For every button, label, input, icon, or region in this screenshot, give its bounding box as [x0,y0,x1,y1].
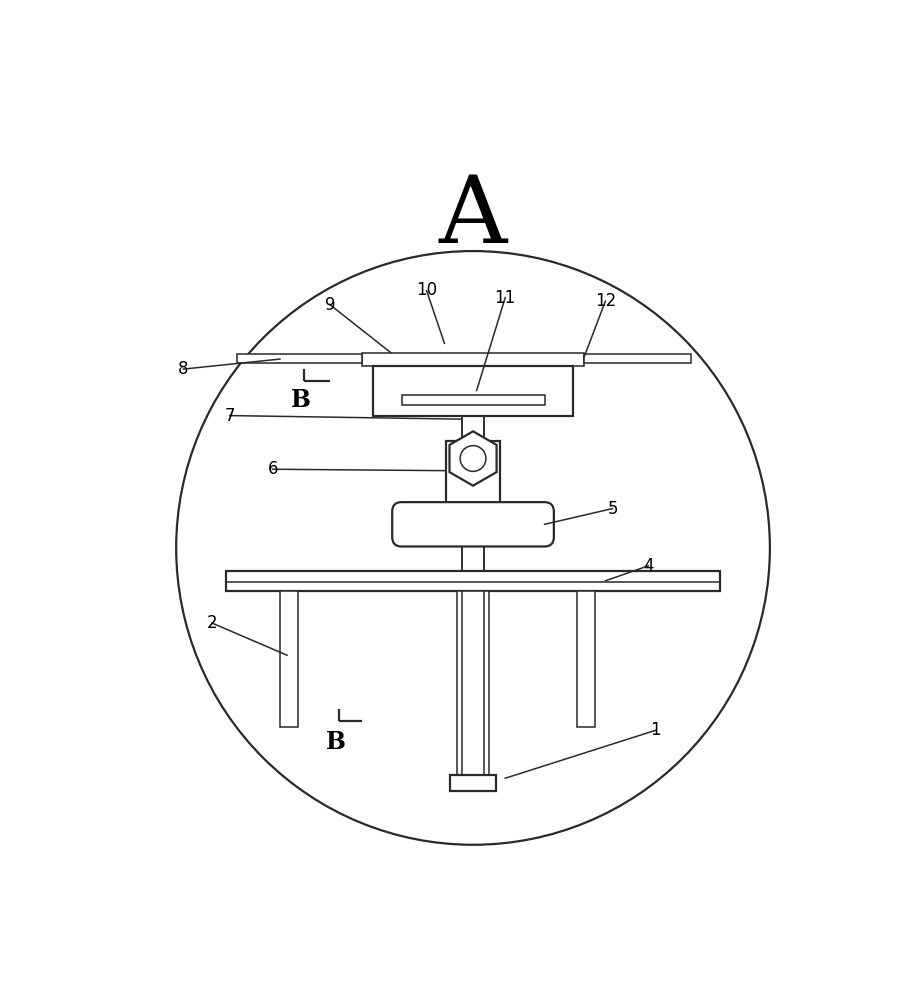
Bar [237,354,362,363]
Bar [446,441,500,519]
Text: 12: 12 [594,292,616,310]
Text: 10: 10 [416,281,438,299]
Text: B: B [327,730,346,754]
Polygon shape [450,431,497,486]
FancyBboxPatch shape [392,502,554,546]
Bar [450,775,496,791]
Text: 2: 2 [207,614,217,632]
Text: 7: 7 [224,407,235,425]
Text: 1: 1 [650,721,661,739]
Text: 5: 5 [607,500,617,518]
Text: A: A [438,172,508,262]
Text: 9: 9 [325,296,335,314]
Bar [373,366,573,416]
Text: 11: 11 [495,289,516,307]
Bar [457,591,489,777]
Text: 6: 6 [268,460,278,478]
Bar [584,354,691,363]
Text: 4: 4 [643,557,653,575]
Bar [226,571,720,591]
Bar [577,591,594,727]
Bar [362,353,584,366]
Text: B: B [291,388,310,412]
Text: 8: 8 [178,360,188,378]
Bar [402,395,545,405]
Bar [280,591,298,727]
